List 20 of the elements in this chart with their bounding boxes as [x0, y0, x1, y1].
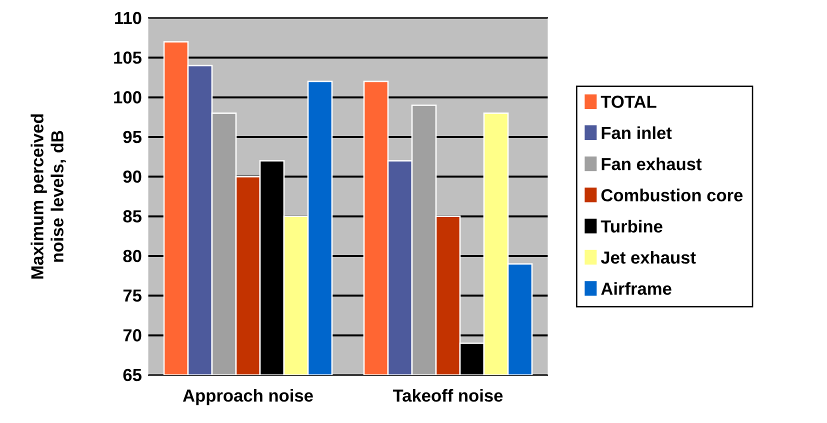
- y-tick-label: 105: [114, 52, 142, 64]
- y-tick-label: 70: [123, 329, 142, 342]
- legend-label: Turbine: [600, 220, 662, 233]
- y-tick-label: 75: [123, 290, 142, 302]
- legend-label: Airframe: [601, 282, 672, 295]
- y-tick-label: 65: [123, 368, 142, 382]
- legend-label: Fan inlet: [602, 126, 672, 140]
- legend-label: TOTAL: [600, 96, 656, 108]
- x-tick-label: Takeoff noise: [392, 389, 503, 402]
- y-tick-label: 80: [123, 250, 142, 262]
- y-tick-label: 110: [115, 12, 142, 24]
- legend-label: Combustion core: [601, 188, 743, 202]
- legend-label: Jet exhaust: [600, 250, 696, 264]
- y-axis-title: Maximum perceived noise levels, dB: [30, 114, 66, 279]
- y-tick-label: 85: [123, 210, 142, 222]
- y-tick-label: 95: [123, 130, 142, 144]
- y-tick-label: 90: [123, 170, 142, 183]
- x-tick-label: Approach noise: [182, 389, 313, 406]
- y-tick-label: 100: [114, 91, 142, 104]
- legend-label: Fan exhaust: [602, 158, 702, 170]
